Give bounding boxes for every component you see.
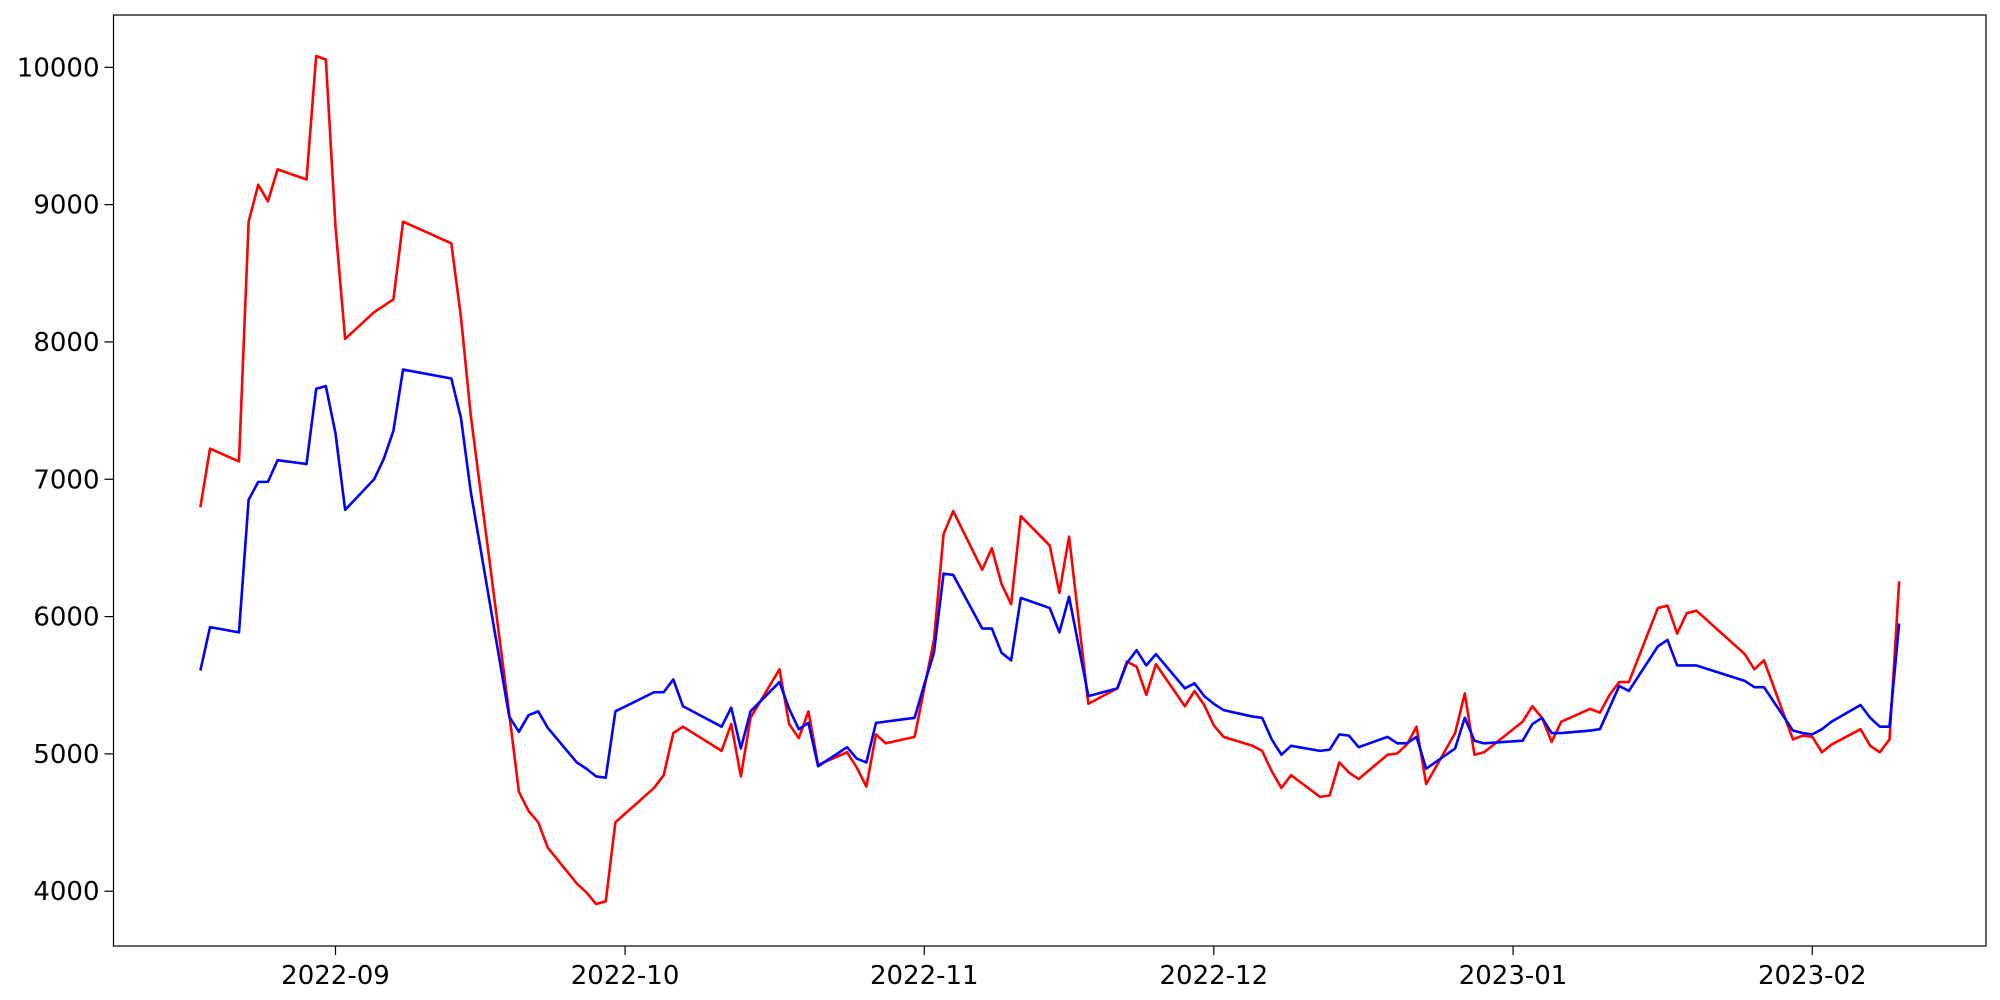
- y-tick-label: 5000: [33, 740, 99, 770]
- x-tick-label: 2022-11: [870, 961, 979, 991]
- x-tick-label: 2022-12: [1160, 961, 1269, 991]
- series-line: [199, 368, 1901, 779]
- y-tick-label: 10000: [17, 53, 100, 83]
- x-tick-label: 2022-09: [281, 961, 390, 991]
- series-line: [199, 54, 1901, 906]
- y-tick-label: 6000: [33, 603, 99, 633]
- y-tick-label: 7000: [33, 465, 99, 495]
- x-tick-label: 2023-02: [1758, 961, 1867, 991]
- y-tick-label: 8000: [33, 328, 99, 358]
- x-tick-label: 2023-01: [1459, 961, 1568, 991]
- y-tick-label: 9000: [33, 191, 99, 221]
- y-tick-label: 4000: [33, 877, 99, 907]
- plot-frame: [112, 14, 1987, 947]
- x-tick-label: 2022-10: [571, 961, 680, 991]
